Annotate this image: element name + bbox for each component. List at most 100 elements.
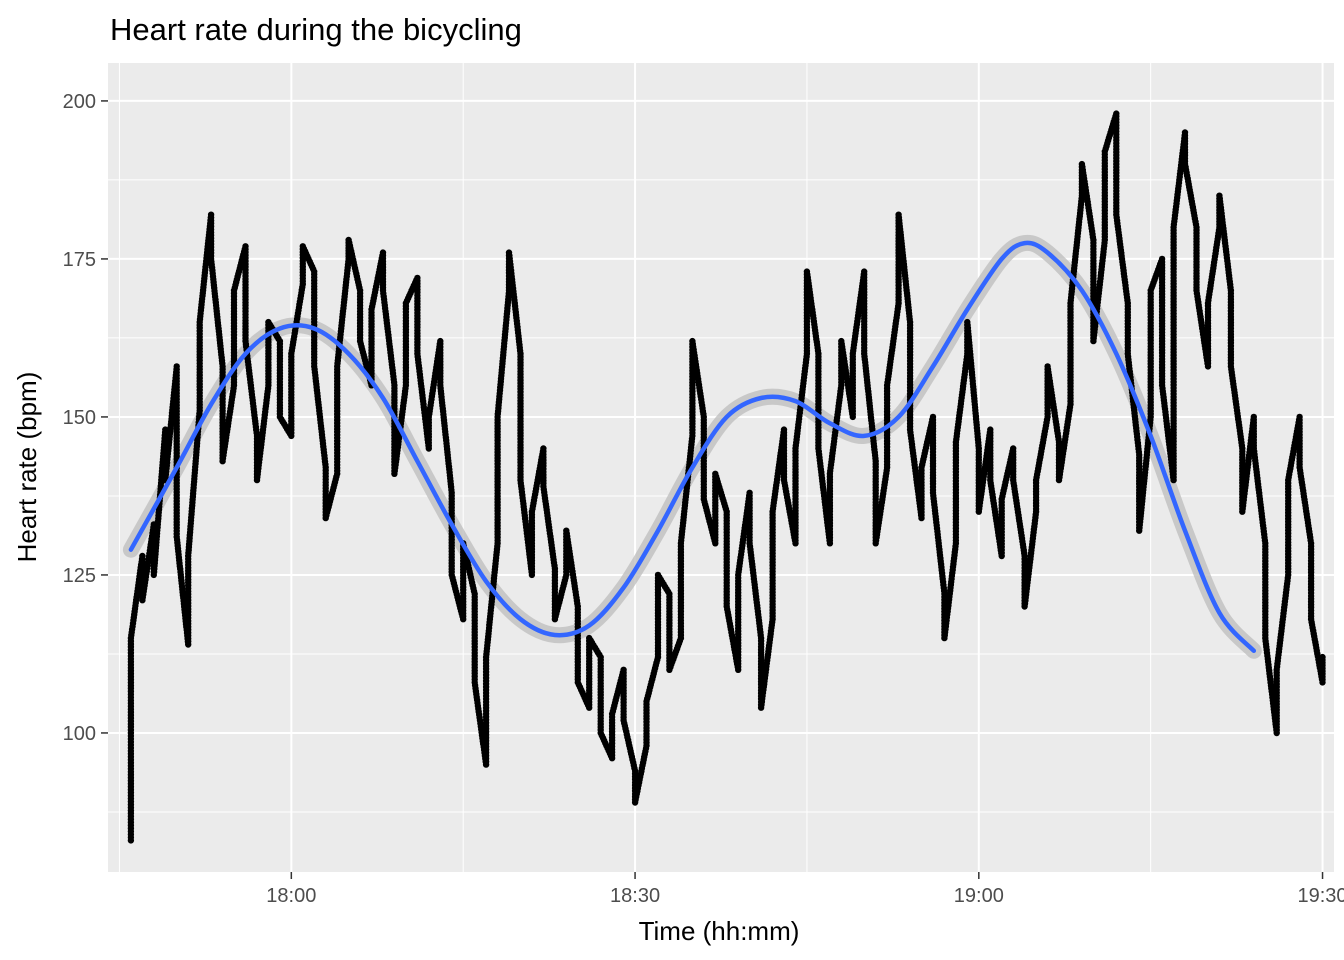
data-point (769, 511, 776, 518)
data-point (769, 618, 776, 626)
data-point (230, 385, 237, 392)
data-point (1089, 233, 1097, 241)
data-point (309, 265, 317, 273)
data-point (390, 379, 398, 386)
data-point (815, 442, 822, 449)
data-point (425, 416, 432, 423)
data-point (368, 309, 375, 316)
data-point (517, 474, 524, 481)
data-point (918, 467, 925, 474)
data-point (929, 486, 937, 494)
data-point (253, 429, 260, 437)
data-point (883, 385, 891, 392)
data-point (1124, 347, 1132, 354)
data-point (700, 410, 707, 418)
data-point (311, 360, 318, 367)
data-point (494, 543, 501, 550)
data-point (1135, 448, 1143, 456)
data-point (700, 493, 707, 500)
data-point (402, 302, 410, 310)
data-point (757, 632, 764, 639)
data-point (562, 574, 569, 581)
data-point (940, 587, 948, 595)
data-point (1193, 284, 1200, 291)
data-point (574, 676, 581, 683)
data-point (356, 284, 363, 291)
data-point (322, 461, 329, 468)
data-point (723, 600, 730, 607)
data-point (883, 467, 890, 474)
data-point (803, 353, 810, 360)
data-point (275, 335, 282, 342)
data-point (1020, 549, 1028, 557)
data-point (1067, 302, 1074, 310)
data-point (276, 410, 284, 418)
data-point (906, 316, 913, 323)
data-point (861, 347, 868, 354)
data-point (872, 455, 879, 462)
data-point (1066, 404, 1074, 411)
data-point (448, 568, 455, 576)
data-point (895, 302, 902, 310)
data-point (356, 334, 364, 342)
data-point (516, 347, 524, 354)
data-point (551, 562, 558, 569)
data-point (414, 347, 421, 354)
data-point (998, 498, 1005, 506)
data-point (677, 543, 685, 550)
data-point (620, 714, 627, 721)
data-point (654, 656, 661, 664)
data-point (379, 284, 387, 291)
data-point (207, 252, 215, 260)
data-point (540, 480, 547, 487)
data-point (494, 416, 501, 424)
data-point (574, 600, 581, 607)
data-point (792, 448, 799, 455)
data-point (219, 360, 226, 367)
data-point (299, 283, 306, 291)
data-point (242, 334, 249, 342)
data-point (127, 732, 135, 740)
data-point (735, 574, 742, 582)
data-point (333, 473, 340, 480)
data-point (1113, 208, 1120, 215)
data-point (780, 474, 788, 481)
data-point (1192, 221, 1200, 228)
data-point (448, 486, 455, 494)
data-point (127, 637, 135, 645)
data-point (952, 442, 960, 449)
data-point (1227, 284, 1234, 291)
data-point (597, 726, 604, 734)
data-point (814, 347, 822, 354)
data-point (1204, 302, 1212, 310)
data-point (1055, 436, 1062, 443)
data-point (1043, 416, 1051, 423)
chart-title: Heart rate during the bicycling (110, 12, 522, 47)
data-point (345, 258, 352, 265)
data-point (1147, 290, 1154, 297)
data-points (127, 110, 1326, 844)
data-point (1032, 479, 1040, 487)
data-point (631, 764, 638, 772)
data-point (196, 321, 203, 329)
data-point (288, 353, 295, 360)
data-point (185, 555, 192, 563)
data-point (196, 410, 203, 417)
data-point (1010, 474, 1017, 481)
data-point (173, 530, 180, 538)
data-point (987, 474, 994, 481)
data-point (952, 543, 959, 550)
data-point (1101, 151, 1109, 158)
data-point (975, 442, 982, 449)
data-point (643, 701, 650, 708)
data-point (437, 379, 444, 386)
data-point (402, 385, 409, 392)
data-point (608, 713, 616, 721)
data-point (470, 587, 478, 595)
data-point (334, 366, 341, 373)
data-point (264, 385, 272, 392)
data-point (1101, 239, 1108, 247)
data-point (528, 511, 536, 518)
data-point (906, 423, 914, 430)
data-point (642, 745, 650, 752)
